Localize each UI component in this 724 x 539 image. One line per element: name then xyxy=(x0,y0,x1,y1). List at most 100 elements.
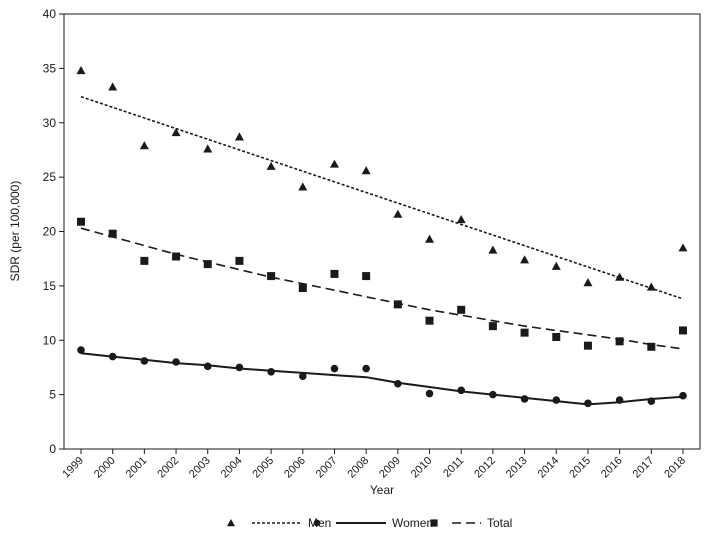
point-men-1999 xyxy=(76,66,86,75)
point-men-2005 xyxy=(266,161,276,170)
point-total-1999 xyxy=(77,217,85,226)
x-tick-label-2010: 2010 xyxy=(409,455,435,481)
point-men-2009 xyxy=(393,209,403,218)
point-women-2012 xyxy=(489,390,497,399)
point-total-2001 xyxy=(140,256,149,265)
y-tick-label-40: 40 xyxy=(43,7,57,21)
point-total-2006 xyxy=(298,284,307,293)
x-tick-label-2012: 2012 xyxy=(472,455,498,481)
point-total-2002 xyxy=(172,252,181,261)
point-men-2010 xyxy=(425,234,435,243)
point-total-2003 xyxy=(203,260,212,269)
point-men-2008 xyxy=(361,166,371,175)
point-men-2013 xyxy=(520,255,530,264)
point-women-2006 xyxy=(298,372,307,380)
point-total-2012 xyxy=(488,322,497,331)
point-women-2018 xyxy=(679,391,687,400)
y-axis-label: SDR (per 100,000) xyxy=(8,181,22,282)
legend: MenWomenTotal xyxy=(226,516,512,530)
point-total-2016 xyxy=(615,337,624,346)
x-tick-label-2002: 2002 xyxy=(155,455,181,481)
point-men-2006 xyxy=(298,182,308,191)
point-women-2017 xyxy=(647,397,656,405)
x-axis-label: Year xyxy=(370,483,394,497)
x-tick-label-2006: 2006 xyxy=(282,455,308,481)
x-tick-label-2009: 2009 xyxy=(377,455,403,481)
legend-marker-men xyxy=(226,518,236,527)
point-women-2009 xyxy=(394,379,402,388)
point-men-2011 xyxy=(456,215,466,224)
point-men-2015 xyxy=(583,278,593,287)
plot-area-frame xyxy=(63,13,701,450)
point-total-2018 xyxy=(679,326,687,335)
point-men-2002 xyxy=(171,128,181,137)
point-women-2003 xyxy=(203,362,212,371)
trend-lines xyxy=(80,95,684,406)
point-men-2004 xyxy=(234,132,244,141)
point-women-1999 xyxy=(77,346,85,354)
point-men-2016 xyxy=(615,272,625,281)
point-women-2010 xyxy=(425,389,434,398)
legend-label-total: Total xyxy=(487,516,512,530)
point-total-2000 xyxy=(108,229,117,238)
trend-line-men xyxy=(80,95,684,300)
x-tick-label-2003: 2003 xyxy=(187,455,213,481)
y-tick-label-0: 0 xyxy=(49,442,56,456)
point-total-2007 xyxy=(330,269,339,278)
point-total-2009 xyxy=(393,300,402,309)
point-women-2013 xyxy=(520,395,529,403)
point-total-2013 xyxy=(520,328,529,337)
point-men-2017 xyxy=(646,282,656,291)
point-women-2008 xyxy=(362,364,370,373)
point-men-2001 xyxy=(139,141,149,150)
y-tick-label-5: 5 xyxy=(49,388,56,402)
point-women-2011 xyxy=(457,386,466,395)
x-tick-label-2008: 2008 xyxy=(345,455,371,481)
point-men-2007 xyxy=(329,159,339,168)
y-tick-label-35: 35 xyxy=(43,61,57,75)
y-tick-label-20: 20 xyxy=(43,225,57,239)
x-tick-label-1999: 1999 xyxy=(60,455,86,481)
x-tick-label-2017: 2017 xyxy=(631,455,657,481)
point-women-2004 xyxy=(235,363,244,372)
y-tick-label-25: 25 xyxy=(43,170,57,184)
point-women-2014 xyxy=(552,396,561,404)
y-axis: 0 5 10 15 20 25 30 35 40 xyxy=(43,7,64,456)
x-tick-label-2013: 2013 xyxy=(504,455,530,481)
point-total-2011 xyxy=(457,305,466,314)
point-women-2016 xyxy=(615,396,624,404)
point-women-2015 xyxy=(584,399,592,408)
x-tick-label-2016: 2016 xyxy=(599,455,625,481)
x-tick-label-2005: 2005 xyxy=(250,455,276,481)
point-women-2002 xyxy=(172,358,180,366)
point-women-2005 xyxy=(267,367,275,376)
point-total-2017 xyxy=(647,342,656,351)
y-tick-label-15: 15 xyxy=(43,279,57,293)
point-total-2005 xyxy=(267,272,276,281)
point-men-2014 xyxy=(551,261,561,270)
point-women-2000 xyxy=(108,352,117,361)
x-tick-label-2000: 2000 xyxy=(92,455,118,481)
point-men-2012 xyxy=(488,245,498,254)
trend-line-women xyxy=(80,352,684,406)
y-tick-label-30: 30 xyxy=(43,116,57,130)
x-tick-label-2014: 2014 xyxy=(536,455,562,481)
point-men-2000 xyxy=(108,82,118,91)
x-axis: 1999 2000 2001 2002 2003 2004 2005 2006 2007 2008… xyxy=(60,449,688,480)
point-total-2014 xyxy=(552,332,561,341)
point-women-2007 xyxy=(330,364,339,373)
y-tick-label-10: 10 xyxy=(43,333,57,347)
point-men-2018 xyxy=(678,243,688,252)
point-total-2010 xyxy=(425,316,434,325)
trend-line-total xyxy=(80,227,684,350)
legend-marker-total xyxy=(430,519,438,527)
point-men-2003 xyxy=(203,144,213,153)
point-total-2008 xyxy=(362,272,371,281)
x-tick-label-2015: 2015 xyxy=(567,455,593,481)
x-tick-label-2004: 2004 xyxy=(219,455,245,481)
legend-label-women: Women xyxy=(392,516,433,530)
x-tick-label-2018: 2018 xyxy=(662,455,688,481)
point-total-2015 xyxy=(583,341,592,350)
x-tick-label-2001: 2001 xyxy=(124,455,150,481)
